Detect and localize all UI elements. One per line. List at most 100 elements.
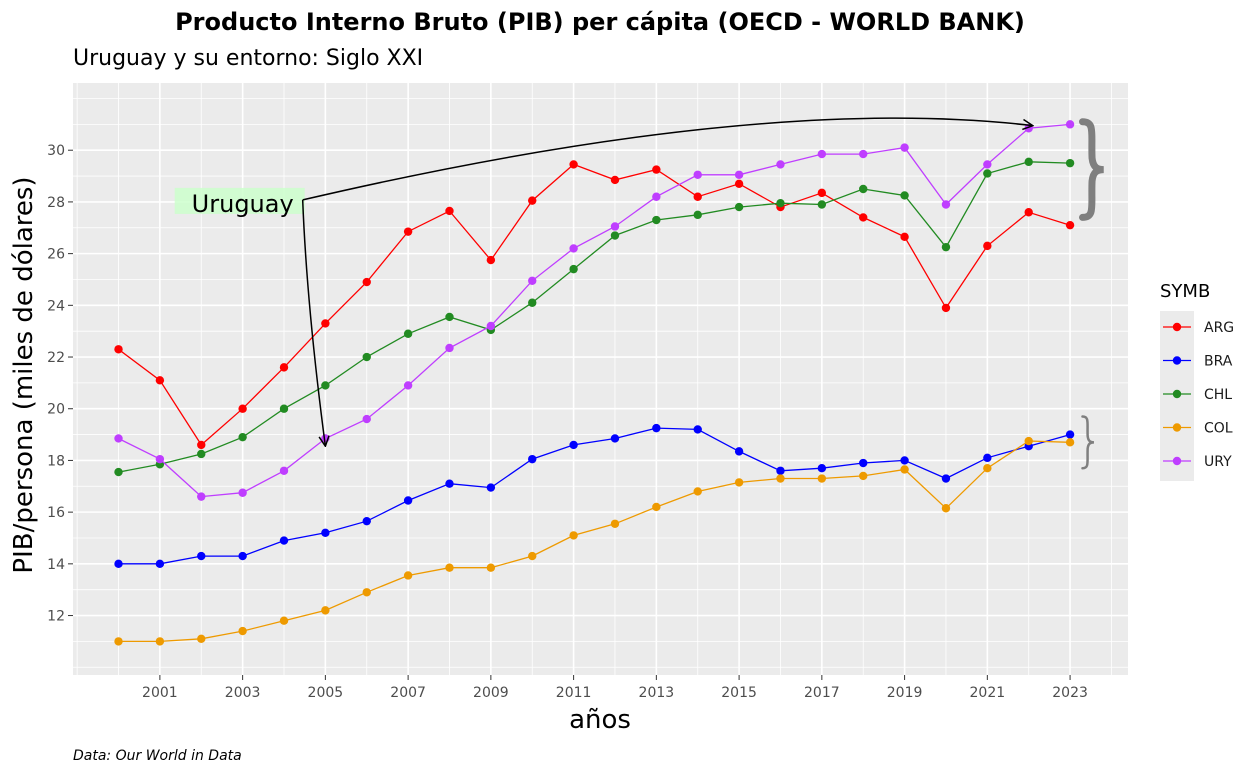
- legend-label: BRA: [1204, 354, 1233, 370]
- data-point-chl: [859, 184, 868, 194]
- x-tick-label: 2009: [473, 685, 509, 701]
- data-point-ury: [403, 381, 413, 390]
- y-tick-label: 30: [47, 143, 65, 159]
- plot-panel: [73, 83, 1128, 675]
- data-point-ury: [817, 149, 827, 159]
- data-point-ury: [279, 466, 289, 475]
- data-point-ury: [155, 454, 165, 464]
- series: [114, 120, 1075, 646]
- x-tick-label: 2015: [721, 685, 757, 701]
- data-point-col: [403, 571, 413, 580]
- y-tick-label: 28: [47, 195, 65, 211]
- series-line-col: [118, 440, 1071, 643]
- data-point-bra: [1065, 430, 1075, 439]
- legend-item-col: COL: [1163, 421, 1233, 437]
- data-point-chl: [734, 202, 744, 212]
- data-point-bra: [900, 456, 909, 465]
- data-point-chl: [569, 264, 578, 274]
- data-point-bra: [859, 458, 868, 468]
- data-point-chl: [445, 312, 454, 322]
- data-point-chl: [941, 242, 951, 252]
- data-point-ury: [941, 200, 951, 209]
- annotation-label-box: [174, 187, 305, 214]
- data-point-arg: [900, 232, 909, 242]
- series-chl: [114, 157, 1075, 477]
- data-point-chl: [817, 200, 827, 209]
- series-line-ury: [118, 123, 1071, 498]
- data-point-ury: [776, 160, 785, 169]
- data-point-bra: [983, 453, 992, 463]
- data-point-col: [321, 606, 330, 615]
- data-point-col: [983, 463, 992, 473]
- data-point-chl: [693, 210, 702, 220]
- data-point-col: [114, 637, 123, 646]
- data-point-col: [776, 474, 785, 483]
- legend-item-chl: CHL: [1163, 387, 1232, 403]
- grid: [73, 83, 1128, 675]
- data-point-col: [693, 487, 702, 496]
- data-point-bra: [197, 551, 206, 561]
- data-point-chl: [900, 191, 909, 200]
- data-point-arg: [941, 303, 951, 313]
- data-point-bra: [403, 496, 413, 505]
- data-point-ury: [114, 434, 123, 443]
- series-line-bra: [118, 427, 1071, 565]
- data-point-bra: [734, 447, 744, 456]
- y-tick-label: 24: [47, 298, 65, 314]
- legend-item-arg: ARG: [1163, 320, 1234, 336]
- data-point-arg: [362, 277, 371, 287]
- data-point-arg: [734, 179, 744, 189]
- data-point-ury: [569, 244, 578, 253]
- data-point-chl: [776, 199, 785, 208]
- data-point-bra: [528, 454, 537, 464]
- annotation-label: Uruguay: [192, 190, 294, 218]
- legend-label: CHL: [1204, 387, 1232, 403]
- data-point-ury: [983, 160, 992, 169]
- data-point-chl: [403, 329, 413, 338]
- legend-label: ARG: [1204, 320, 1234, 336]
- data-point-col: [279, 616, 289, 625]
- data-point-ury: [693, 170, 702, 179]
- data-point-arg: [114, 345, 123, 354]
- x-tick-label: 2001: [142, 685, 178, 701]
- legend-title: SYMB: [1160, 281, 1210, 302]
- legend-key-point: [1172, 423, 1182, 432]
- data-point-arg: [197, 440, 206, 450]
- data-point-col: [238, 626, 247, 636]
- series-arg: [114, 160, 1075, 450]
- data-point-ury: [652, 192, 661, 201]
- x-tick-label: 2021: [970, 685, 1006, 701]
- data-point-ury: [859, 149, 868, 159]
- data-point-arg: [693, 192, 702, 201]
- data-point-arg: [445, 206, 454, 216]
- data-point-arg: [403, 227, 413, 236]
- data-point-bra: [610, 434, 620, 443]
- x-tick-label: 2023: [1052, 685, 1088, 701]
- data-point-bra: [817, 463, 827, 473]
- data-point-bra: [445, 479, 454, 488]
- data-point-ury: [445, 343, 454, 353]
- data-point-col: [445, 563, 454, 572]
- data-point-bra: [321, 528, 330, 538]
- data-point-ury: [610, 222, 620, 231]
- data-point-arg: [817, 188, 827, 198]
- data-point-bra: [362, 516, 371, 526]
- y-tick-label: 14: [47, 557, 65, 573]
- data-point-col: [486, 563, 496, 572]
- data-point-chl: [1065, 158, 1075, 168]
- data-point-col: [610, 519, 620, 528]
- series-col: [114, 436, 1075, 646]
- data-point-col: [734, 478, 744, 487]
- y-tick-label: 22: [47, 350, 65, 366]
- legend-label: COL: [1204, 421, 1233, 437]
- data-point-col: [362, 588, 371, 597]
- data-point-ury: [1065, 120, 1075, 129]
- data-point-chl: [114, 467, 123, 477]
- legend-item-bra: BRA: [1163, 354, 1233, 370]
- data-point-col: [155, 637, 165, 646]
- data-point-arg: [983, 241, 992, 251]
- data-point-chl: [321, 381, 330, 390]
- chart-title: Producto Interno Bruto (PIB) per cápita …: [175, 8, 1025, 36]
- data-point-bra: [238, 551, 247, 561]
